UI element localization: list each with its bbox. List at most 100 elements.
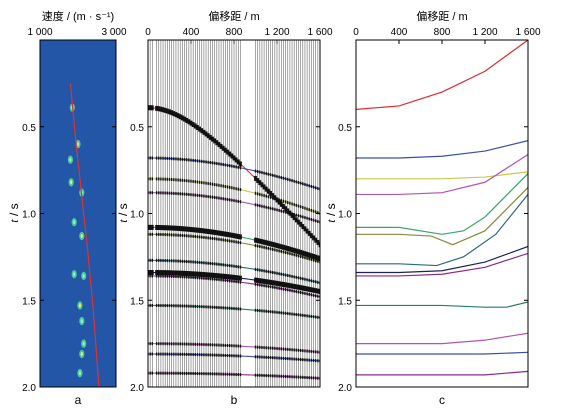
reflection-wiggle [228,274,232,280]
reflection-wiggle [307,252,311,258]
reflection-wiggle [276,248,278,252]
reflection-wiggle [308,257,310,261]
reflection-wiggle [151,371,153,375]
reflection-wiggle [181,371,184,375]
reflection-wiggle [183,371,186,375]
reflection-wiggle [162,274,164,278]
reflection-wiggle [308,349,310,353]
reflection-wiggle [265,269,267,273]
reflection-wiggle [175,233,177,237]
reflection-wiggle [181,270,184,276]
reflection-wiggle [181,342,184,346]
reflection-wiggle [166,342,169,346]
reflection-wiggle [162,342,164,346]
reflection-wiggle [222,278,224,282]
reflection-wiggle [286,282,290,288]
reflection-wiggle [160,304,162,308]
reflection-wiggle [226,274,229,280]
reflection-wiggle [261,345,263,349]
panel-a-ytick-label: 2.0 [22,383,36,394]
reflection-wiggle [163,107,167,113]
reflection-wiggle [224,147,227,153]
semblance-peak-core [76,142,80,147]
reflection-wiggle [158,371,160,375]
reflection-wiggle [166,352,169,356]
reflection-wiggle [226,185,229,189]
reflection-wiggle [168,304,171,308]
panel-b-ytick-label: 1.0 [130,210,144,221]
reflection-wiggle [160,342,162,346]
reflection-wiggle [302,358,304,362]
reflection-wiggle [226,239,229,243]
panel-b-xtick-label: 1 600 [307,27,332,38]
reflection-wiggle [187,271,191,277]
reflection-wiggle [278,208,280,212]
reflection-wiggle [302,215,304,219]
reflection-wiggle [262,184,266,190]
reflection-wiggle [200,271,204,277]
reflection-wiggle [155,156,158,160]
reflection-wiggle [282,244,285,250]
reflection-wiggle [216,183,218,187]
reflection-wiggle [269,374,272,378]
reflection-wiggle [261,355,263,359]
reflection-wiggle [192,179,194,183]
reflection-wiggle [213,272,217,278]
reflection-wiggle [226,306,229,310]
reflection-wiggle [280,311,282,315]
reflection-wiggle [276,356,278,360]
reflection-wiggle [312,287,315,293]
reflection-wiggle [235,344,237,348]
reflection-wiggle [161,270,165,276]
reflection-wiggle [231,279,233,283]
reflection-wiggle [229,344,231,348]
reflection-wiggle [198,342,201,346]
semblance-peak-core [69,157,72,162]
reflection-wiggle [191,122,195,128]
reflection-wiggle [179,275,181,279]
reflection-wiggle [269,270,272,274]
reflection-wiggle [278,347,280,351]
reflection-wiggle [170,178,173,182]
reflection-wiggle [203,181,205,185]
moveout-line [356,40,528,110]
reflection-wiggle [158,156,160,160]
reflection-wiggle [218,262,220,266]
reflection-wiggle [211,305,214,309]
reflection-wiggle [297,181,300,185]
reflection-wiggle [259,373,261,377]
reflection-wiggle [173,352,175,356]
reflection-wiggle [220,196,222,200]
reflection-wiggle [305,228,309,234]
reflection-wiggle [218,237,220,241]
reflection-wiggle [149,258,151,262]
semblance-peak-core [82,273,85,278]
reflection-wiggle [299,221,303,227]
reflection-wiggle [315,186,317,190]
reflection-wiggle [305,286,309,292]
reflection-wiggle [211,272,214,278]
reflection-wiggle [149,232,151,236]
reflection-wiggle [151,352,153,356]
reflection-wiggle [262,278,266,284]
reflection-wiggle [194,260,196,264]
reflection-wiggle [196,235,199,239]
reflection-wiggle [188,158,190,162]
reflection-wiggle [186,158,188,162]
reflection-wiggle [220,162,222,166]
reflection-wiggle [148,224,150,230]
reflection-wiggle [155,232,158,236]
reflection-wiggle [308,278,310,282]
reflection-wiggle [315,315,317,319]
reflection-wiggle [233,199,235,203]
reflection-wiggle [263,355,265,359]
reflection-wiggle [304,375,306,379]
reflection-wiggle [220,184,222,188]
reflection-wiggle [297,348,300,352]
reflection-wiggle [291,202,293,206]
reflection-wiggle [149,191,151,195]
reflection-wiggle [176,270,180,276]
reflection-wiggle [200,128,204,134]
reflection-wiggle [231,344,233,348]
reflection-wiggle [224,231,227,237]
